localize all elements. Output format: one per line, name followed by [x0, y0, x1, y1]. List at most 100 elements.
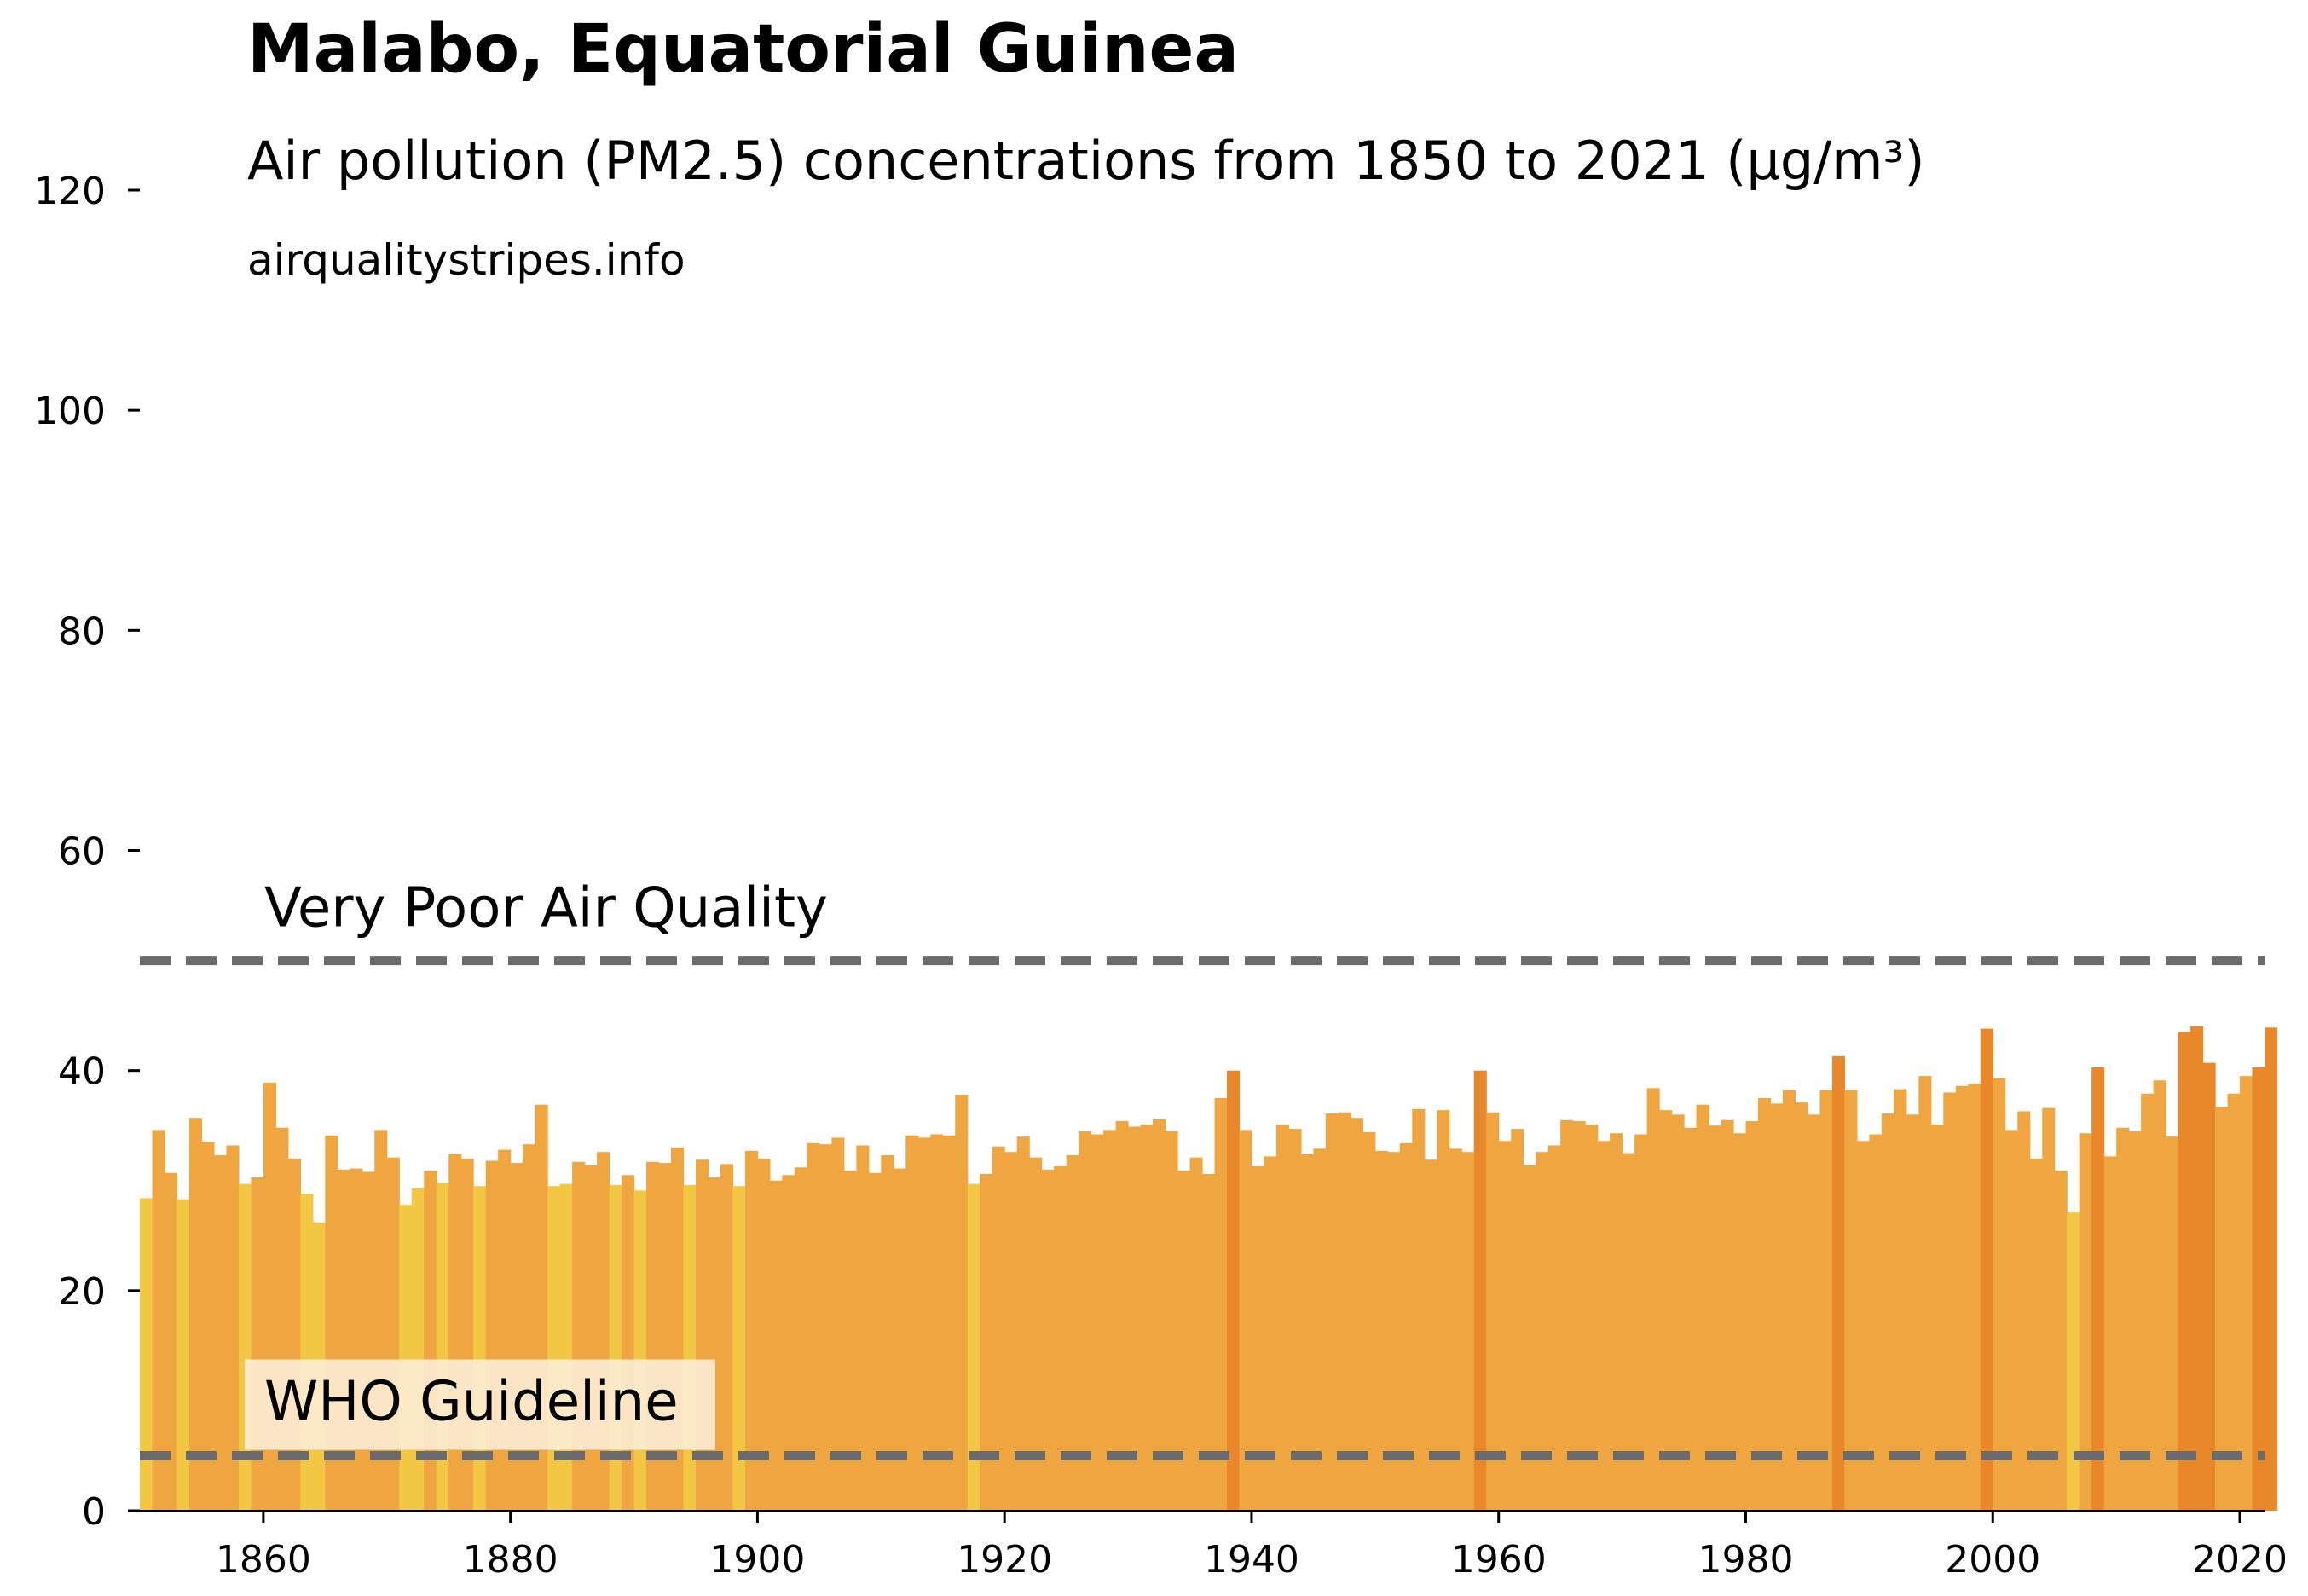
x-tick-label-1900: 1900 [709, 1538, 805, 1582]
bar-1990 [1869, 1134, 1883, 1511]
bar-1884 [559, 1183, 573, 1511]
bar-1903 [794, 1167, 807, 1511]
bar-2003 [2029, 1158, 2043, 1511]
bar-1977 [1709, 1125, 1722, 1511]
bar-1900 [757, 1158, 771, 1511]
bar-1910 [881, 1155, 894, 1511]
bar-1907 [843, 1171, 857, 1511]
chart-source: airqualitystripes.info [247, 235, 685, 285]
bar-1979 [1733, 1133, 1747, 1511]
who-label-background [245, 1359, 715, 1450]
bar-1912 [905, 1135, 919, 1511]
bar-1972 [1646, 1088, 1660, 1511]
bar-1923 [1041, 1169, 1055, 1511]
bar-1980 [1745, 1121, 1759, 1511]
bar-1947 [1338, 1112, 1351, 1511]
bar-1942 [1275, 1124, 1290, 1511]
bar-1933 [1165, 1130, 1178, 1511]
bar-1999 [1980, 1028, 1993, 1511]
bar-1855 [201, 1142, 215, 1511]
bar-1906 [831, 1137, 845, 1511]
bar-1922 [1029, 1157, 1043, 1511]
bar-1890 [633, 1190, 647, 1511]
bar-1952 [1399, 1142, 1413, 1511]
bar-2014 [2166, 1136, 2179, 1511]
bar-1946 [1325, 1113, 1339, 1511]
bar-1888 [609, 1184, 622, 1511]
x-tick-label-1880: 1880 [463, 1538, 558, 1582]
bar-1963 [1536, 1152, 1549, 1511]
bar-1941 [1264, 1156, 1277, 1511]
bar-1992 [1894, 1089, 1907, 1511]
bar-1901 [769, 1180, 783, 1511]
bar-1959 [1486, 1112, 1500, 1511]
bar-1936 [1202, 1174, 1216, 1511]
bar-1934 [1177, 1171, 1191, 1511]
who-guideline-label: WHO Guideline [264, 1370, 679, 1433]
bar-1919 [992, 1146, 1005, 1511]
bar-1944 [1300, 1154, 1314, 1511]
bar-2001 [2004, 1130, 2018, 1511]
bar-1932 [1153, 1119, 1166, 1511]
bar-2005 [2054, 1171, 2068, 1511]
bar-1969 [1610, 1133, 1623, 1511]
bar-1975 [1684, 1127, 1698, 1511]
bar-1951 [1387, 1152, 1401, 1511]
bar-1872 [411, 1188, 425, 1511]
y-tick-label-40: 40 [58, 1050, 106, 1094]
bar-2021 [2252, 1067, 2265, 1511]
bar-1856 [213, 1155, 228, 1511]
bar-1981 [1757, 1097, 1772, 1511]
bar-1886 [584, 1165, 598, 1511]
bar-1858 [238, 1183, 252, 1511]
bar-1965 [1560, 1119, 1574, 1511]
bar-1874 [436, 1183, 449, 1511]
bar-1987 [1831, 1055, 1845, 1511]
bar-1928 [1103, 1130, 1117, 1511]
bar-1902 [782, 1175, 795, 1511]
bar-1896 [708, 1177, 721, 1511]
bar-2000 [1993, 1078, 2006, 1511]
bar-1978 [1721, 1119, 1734, 1511]
bar-1854 [188, 1118, 203, 1511]
bar-1958 [1473, 1070, 1487, 1511]
bar-1939 [1239, 1130, 1252, 1511]
bar-1964 [1547, 1145, 1561, 1511]
bar-1943 [1288, 1129, 1302, 1511]
bar-1871 [399, 1205, 413, 1511]
bar-1998 [1968, 1084, 1981, 1511]
bar-1955 [1437, 1110, 1450, 1511]
bar-2015 [2178, 1032, 2191, 1511]
y-tick-label-100: 100 [34, 390, 106, 433]
bar-1991 [1881, 1113, 1894, 1511]
bar-1916 [955, 1095, 969, 1511]
x-tick-label-1940: 1940 [1204, 1538, 1299, 1582]
bar-1921 [1016, 1136, 1030, 1511]
bar-1850 [140, 1198, 153, 1511]
bar-1899 [744, 1150, 759, 1511]
bar-1986 [1819, 1090, 1833, 1511]
bar-1995 [1930, 1124, 1944, 1511]
bar-2012 [2141, 1093, 2155, 1511]
bar-1949 [1362, 1131, 1376, 1511]
x-tick-label-1860: 1860 [216, 1538, 311, 1582]
y-tick-label-0: 0 [82, 1490, 106, 1534]
bar-1938 [1226, 1070, 1241, 1511]
bar-1904 [807, 1142, 820, 1511]
bar-1970 [1622, 1153, 1635, 1511]
bar-1898 [732, 1186, 746, 1511]
bar-1924 [1054, 1165, 1067, 1511]
bar-1956 [1449, 1148, 1462, 1511]
bar-1976 [1696, 1104, 1709, 1511]
bar-1950 [1374, 1150, 1388, 1511]
x-axis: 1860 1880 1900 1920 1940 1960 1980 2000 2020 [140, 1510, 2288, 1582]
bar-1967 [1585, 1124, 1599, 1511]
bar-1905 [819, 1144, 832, 1511]
bar-2011 [2128, 1130, 2142, 1511]
bar-1989 [1856, 1141, 1870, 1511]
reference-who-guideline: WHO Guideline [140, 1359, 2265, 1460]
bar-2019 [2227, 1093, 2241, 1511]
bar-1929 [1115, 1121, 1129, 1511]
bar-1966 [1572, 1121, 1586, 1511]
y-tick-label-80: 80 [58, 610, 106, 653]
